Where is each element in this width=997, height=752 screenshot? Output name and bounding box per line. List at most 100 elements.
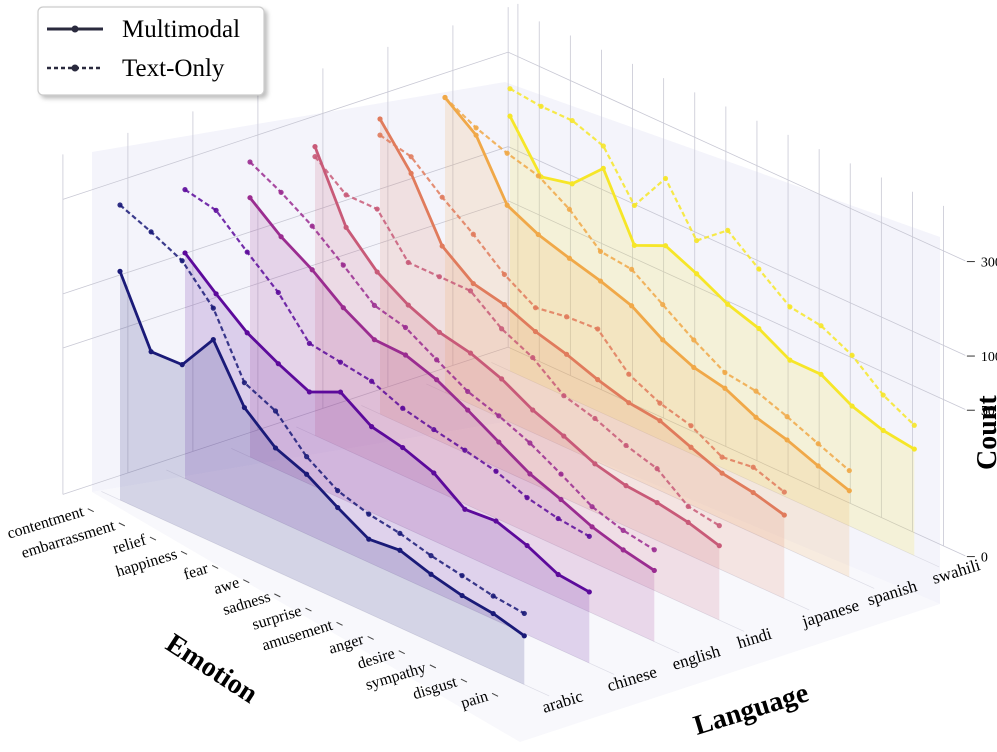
point-text-only-hindi-sympathy xyxy=(654,466,660,472)
point-multimodal-spanish-happiness xyxy=(535,231,541,238)
point-text-only-english-awe xyxy=(402,324,409,331)
point-text-only-swahili-sadness xyxy=(694,237,700,244)
line-multimodal-english xyxy=(248,196,656,572)
emotion-tick-awe: awe xyxy=(212,574,242,598)
line-text-only-english xyxy=(249,161,655,551)
point-text-only-japanese-sympathy xyxy=(719,454,725,460)
series-arabic xyxy=(117,202,527,685)
point-multimodal-hindi-happiness xyxy=(405,302,411,308)
point-multimodal-arabic-awe xyxy=(272,445,279,451)
point-text-only-swahili-happiness xyxy=(600,143,606,149)
point-multimodal-japanese-disgust xyxy=(750,489,756,496)
y-axis-title: Language xyxy=(690,677,812,741)
point-text-only-swahili-sympathy xyxy=(849,352,855,358)
emotion-tick-mark xyxy=(398,650,405,655)
point-text-only-spanish-surprise xyxy=(660,301,666,308)
point-multimodal-spanish-pain xyxy=(846,488,852,494)
point-text-only-arabic-happiness xyxy=(210,305,216,311)
point-multimodal-chinese-surprise xyxy=(400,444,406,451)
point-multimodal-japanese-surprise xyxy=(595,377,601,383)
point-multimodal-hindi-anger xyxy=(592,461,598,467)
point-text-only-japanese-amusement xyxy=(626,371,632,377)
point-text-only-english-pain xyxy=(651,547,657,553)
point-text-only-hindi-embarrassment xyxy=(343,192,349,198)
point-multimodal-chinese-contentment xyxy=(182,250,188,256)
gridline xyxy=(62,146,966,356)
emotion-tick-mark xyxy=(460,678,468,683)
point-multimodal-spanish-contentment xyxy=(442,94,448,101)
line-multimodal-swahili xyxy=(508,115,916,451)
line-text-only-spanish xyxy=(444,96,851,472)
point-multimodal-english-anger xyxy=(527,471,533,477)
point-text-only-swahili-awe xyxy=(662,175,669,182)
point-text-only-japanese-pain xyxy=(781,489,787,495)
line-multimodal-hindi xyxy=(313,146,721,547)
point-multimodal-chinese-desire xyxy=(493,518,499,524)
area-english xyxy=(250,197,655,642)
point-text-only-swahili-desire xyxy=(818,323,824,329)
area-swahili xyxy=(510,116,915,556)
point-text-only-chinese-relief xyxy=(244,249,250,255)
point-text-only-hindi-surprise xyxy=(530,354,536,361)
point-text-only-hindi-pain xyxy=(716,523,722,529)
emotion-tick-anger: anger xyxy=(327,631,367,658)
point-text-only-hindi-amusement xyxy=(561,393,567,399)
point-multimodal-japanese-embarrassment xyxy=(408,170,414,176)
point-text-only-hindi-desire xyxy=(623,442,629,449)
point-text-only-arabic-amusement xyxy=(366,511,372,517)
point-text-only-swahili-anger xyxy=(787,304,793,310)
point-multimodal-english-fear xyxy=(371,337,377,343)
z-axis-title: Count xyxy=(972,395,997,470)
point-multimodal-japanese-desire xyxy=(688,444,694,450)
point-multimodal-hindi-sadness xyxy=(499,376,505,382)
point-text-only-spanish-sympathy xyxy=(784,414,790,420)
point-multimodal-arabic-sadness xyxy=(304,471,310,477)
series-layer xyxy=(117,86,917,685)
line-text-only-chinese xyxy=(184,188,590,538)
legend-label-text-only: Text-Only xyxy=(122,55,225,82)
series-japanese xyxy=(377,116,787,599)
emotion-tick-mark xyxy=(87,508,94,513)
line-multimodal-arabic xyxy=(118,270,526,637)
point-text-only-japanese-desire xyxy=(688,423,694,429)
point-multimodal-chinese-relief xyxy=(244,330,250,336)
emotion-tick-mark xyxy=(336,621,343,626)
point-multimodal-chinese-awe xyxy=(337,389,344,395)
point-multimodal-arabic-contentment xyxy=(117,268,123,274)
point-multimodal-english-relief xyxy=(309,267,315,273)
point-text-only-hindi-happiness xyxy=(405,259,411,266)
point-text-only-chinese-sympathy xyxy=(524,495,530,501)
point-multimodal-arabic-sympathy xyxy=(459,592,465,599)
point-multimodal-arabic-surprise xyxy=(335,504,341,511)
point-multimodal-chinese-fear xyxy=(306,389,312,395)
gridline xyxy=(361,405,810,611)
point-multimodal-arabic-fear xyxy=(241,404,247,411)
point-text-only-swahili-disgust xyxy=(880,392,886,398)
point-text-only-spanish-awe xyxy=(597,248,604,255)
point-text-only-japanese-sadness xyxy=(564,314,570,320)
point-text-only-english-disgust xyxy=(620,527,626,534)
point-text-only-chinese-anger xyxy=(462,447,468,453)
point-text-only-arabic-pain xyxy=(521,610,527,617)
gridline xyxy=(166,469,615,675)
point-text-only-hindi-contentment xyxy=(312,154,318,160)
point-multimodal-swahili-pain xyxy=(911,446,917,452)
point-multimodal-japanese-anger xyxy=(657,418,663,424)
point-text-only-chinese-awe xyxy=(337,359,344,365)
point-text-only-english-fear xyxy=(371,302,377,309)
point-text-only-swahili-amusement xyxy=(756,266,762,272)
point-multimodal-japanese-contentment xyxy=(377,116,383,122)
point-multimodal-hindi-disgust xyxy=(685,519,691,525)
point-text-only-hindi-awe xyxy=(467,288,474,294)
floor-pane xyxy=(92,422,940,742)
legend: Multimodal Text-Only xyxy=(37,6,265,96)
point-multimodal-swahili-fear xyxy=(631,242,638,248)
point-multimodal-english-surprise xyxy=(465,407,471,413)
point-text-only-spanish-desire xyxy=(753,388,759,394)
point-text-only-spanish-happiness xyxy=(535,173,541,179)
point-text-only-spanish-disgust xyxy=(815,441,821,447)
point-multimodal-swahili-sympathy xyxy=(849,403,855,409)
emotion-tick-mark xyxy=(367,636,374,640)
point-text-only-swahili-pain xyxy=(911,422,917,428)
area-chinese xyxy=(185,252,590,664)
